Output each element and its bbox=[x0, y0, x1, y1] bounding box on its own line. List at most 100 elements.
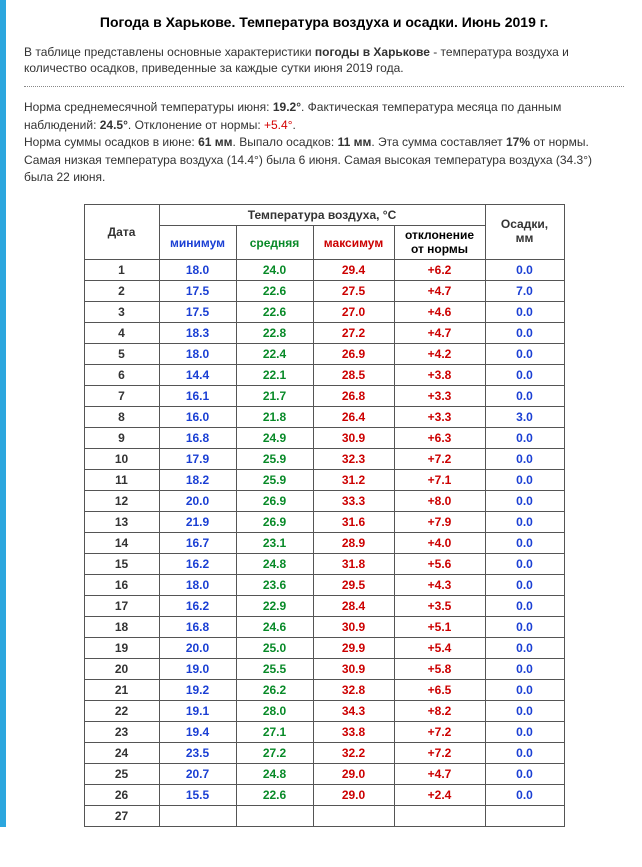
s2e: . Эта сумма составляет bbox=[371, 135, 506, 149]
table-row: 614.422.128.5+3.80.0 bbox=[84, 364, 564, 385]
cell-dev: +6.2 bbox=[394, 259, 485, 280]
cell-dev: +5.8 bbox=[394, 658, 485, 679]
cell-avg: 22.6 bbox=[236, 784, 313, 805]
cell-avg: 26.9 bbox=[236, 490, 313, 511]
table-row: 1416.723.128.9+4.00.0 bbox=[84, 532, 564, 553]
cell-precip: 0.0 bbox=[485, 301, 564, 322]
cell-max: 30.9 bbox=[313, 616, 394, 637]
cell-max: 27.0 bbox=[313, 301, 394, 322]
cell-min: 14.4 bbox=[159, 364, 236, 385]
cell-max: 32.2 bbox=[313, 742, 394, 763]
cell-max: 30.9 bbox=[313, 658, 394, 679]
cell-date: 16 bbox=[84, 574, 159, 595]
cell-max: 29.0 bbox=[313, 763, 394, 784]
table-row: 1816.824.630.9+5.10.0 bbox=[84, 616, 564, 637]
cell-precip: 0.0 bbox=[485, 448, 564, 469]
cell-date: 1 bbox=[84, 259, 159, 280]
cell-date: 27 bbox=[84, 805, 159, 826]
cell-max bbox=[313, 805, 394, 826]
cell-precip bbox=[485, 805, 564, 826]
cell-min: 18.0 bbox=[159, 574, 236, 595]
cell-precip: 0.0 bbox=[485, 595, 564, 616]
cell-precip: 0.0 bbox=[485, 763, 564, 784]
cell-dev: +3.8 bbox=[394, 364, 485, 385]
table-row: 2615.522.629.0+2.40.0 bbox=[84, 784, 564, 805]
cell-max: 27.5 bbox=[313, 280, 394, 301]
s1f: +5.4° bbox=[264, 118, 293, 132]
table-row: 418.322.827.2+4.70.0 bbox=[84, 322, 564, 343]
table-row: 2423.527.232.2+7.20.0 bbox=[84, 742, 564, 763]
table-row: 217.522.627.5+4.77.0 bbox=[84, 280, 564, 301]
cell-date: 3 bbox=[84, 301, 159, 322]
table-row: 1920.025.029.9+5.40.0 bbox=[84, 637, 564, 658]
cell-avg: 22.8 bbox=[236, 322, 313, 343]
cell-dev: +3.5 bbox=[394, 595, 485, 616]
cell-date: 18 bbox=[84, 616, 159, 637]
cell-min: 18.0 bbox=[159, 343, 236, 364]
intro-text-a: В таблице представлены основные характер… bbox=[24, 45, 315, 59]
table-row: 2019.025.530.9+5.80.0 bbox=[84, 658, 564, 679]
cell-precip: 0.0 bbox=[485, 679, 564, 700]
col-avg: средняя bbox=[236, 226, 313, 259]
cell-avg: 27.2 bbox=[236, 742, 313, 763]
cell-date: 9 bbox=[84, 427, 159, 448]
cell-min: 17.5 bbox=[159, 280, 236, 301]
cell-min: 18.3 bbox=[159, 322, 236, 343]
table-row: 1017.925.932.3+7.20.0 bbox=[84, 448, 564, 469]
cell-precip: 0.0 bbox=[485, 742, 564, 763]
cell-min: 21.9 bbox=[159, 511, 236, 532]
cell-date: 23 bbox=[84, 721, 159, 742]
col-min: минимум bbox=[159, 226, 236, 259]
cell-date: 6 bbox=[84, 364, 159, 385]
cell-max: 28.4 bbox=[313, 595, 394, 616]
divider bbox=[24, 86, 624, 87]
cell-precip: 0.0 bbox=[485, 490, 564, 511]
cell-precip: 0.0 bbox=[485, 427, 564, 448]
cell-max: 33.8 bbox=[313, 721, 394, 742]
s1d: 24.5° bbox=[100, 118, 128, 132]
cell-dev: +4.0 bbox=[394, 532, 485, 553]
cell-date: 17 bbox=[84, 595, 159, 616]
cell-avg: 24.9 bbox=[236, 427, 313, 448]
cell-date: 7 bbox=[84, 385, 159, 406]
col-date: Дата bbox=[84, 205, 159, 259]
cell-avg: 22.1 bbox=[236, 364, 313, 385]
cell-dev: +7.2 bbox=[394, 742, 485, 763]
cell-min: 16.2 bbox=[159, 595, 236, 616]
cell-avg: 24.8 bbox=[236, 553, 313, 574]
summary-line-3: Самая низкая температура воздуха (14.4°)… bbox=[24, 152, 624, 187]
cell-max: 34.3 bbox=[313, 700, 394, 721]
cell-dev: +4.3 bbox=[394, 574, 485, 595]
cell-dev: +5.6 bbox=[394, 553, 485, 574]
table-row: 2219.128.034.3+8.20.0 bbox=[84, 700, 564, 721]
cell-dev: +2.4 bbox=[394, 784, 485, 805]
cell-min: 19.1 bbox=[159, 700, 236, 721]
s2c: . Выпало осадков: bbox=[233, 135, 338, 149]
table-row: 27 bbox=[84, 805, 564, 826]
table-row: 816.021.826.4+3.33.0 bbox=[84, 406, 564, 427]
cell-precip: 0.0 bbox=[485, 616, 564, 637]
table-row: 2319.427.133.8+7.20.0 bbox=[84, 721, 564, 742]
cell-dev: +7.2 bbox=[394, 448, 485, 469]
cell-max: 31.2 bbox=[313, 469, 394, 490]
cell-date: 15 bbox=[84, 553, 159, 574]
cell-dev: +5.4 bbox=[394, 637, 485, 658]
s2f: 17% bbox=[506, 135, 530, 149]
cell-max: 30.9 bbox=[313, 427, 394, 448]
cell-min: 23.5 bbox=[159, 742, 236, 763]
cell-max: 26.9 bbox=[313, 343, 394, 364]
cell-avg: 23.6 bbox=[236, 574, 313, 595]
cell-avg: 22.4 bbox=[236, 343, 313, 364]
cell-max: 29.5 bbox=[313, 574, 394, 595]
cell-dev: +3.3 bbox=[394, 385, 485, 406]
cell-dev: +4.7 bbox=[394, 322, 485, 343]
cell-min: 19.4 bbox=[159, 721, 236, 742]
cell-dev: +4.7 bbox=[394, 763, 485, 784]
s1e: . Отклонение от нормы: bbox=[128, 118, 264, 132]
cell-dev: +7.2 bbox=[394, 721, 485, 742]
col-max: максимум bbox=[313, 226, 394, 259]
cell-min: 20.0 bbox=[159, 637, 236, 658]
cell-max: 32.8 bbox=[313, 679, 394, 700]
cell-min: 16.1 bbox=[159, 385, 236, 406]
cell-date: 24 bbox=[84, 742, 159, 763]
